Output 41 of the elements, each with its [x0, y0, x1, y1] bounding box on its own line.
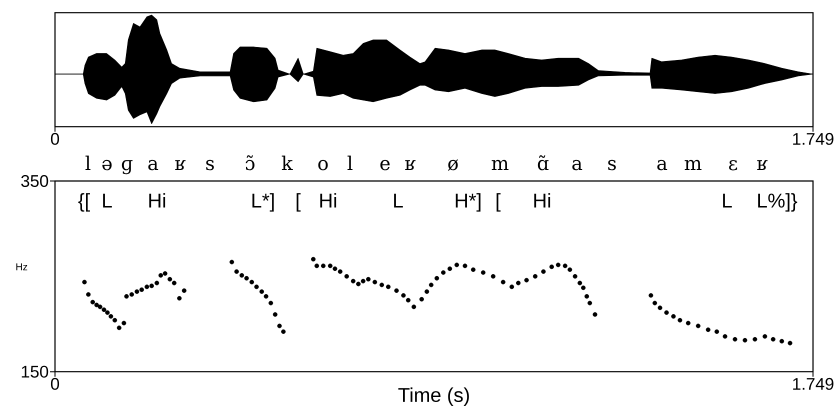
- annotation: Hi: [320, 193, 336, 208]
- text: o: [318, 160, 328, 170]
- text: ɛ: [729, 160, 738, 170]
- text: k: [282, 156, 293, 170]
- text: s: [608, 160, 616, 170]
- annotation: H*]: [456, 193, 480, 212]
- text: s: [206, 160, 214, 170]
- y-tick-label: 150: [22, 366, 48, 378]
- text: ʁ: [405, 160, 416, 170]
- x-tick-label: 1.749: [793, 378, 834, 390]
- annotation: [: [496, 193, 501, 212]
- x-tick-label: 1.749: [793, 132, 834, 145]
- text: ʁ: [757, 160, 768, 170]
- text: ɑ̃: [538, 155, 549, 170]
- text: ø: [448, 159, 458, 171]
- text: a: [572, 160, 582, 170]
- text: a: [148, 160, 158, 170]
- annotation: [: [296, 193, 301, 212]
- text: ɡ: [122, 160, 133, 174]
- annotation: Hi: [534, 193, 550, 208]
- y-tick-label: 350: [21, 175, 48, 188]
- text: ʁ: [175, 160, 186, 170]
- text: ɔ̃: [246, 155, 254, 170]
- text: l: [348, 156, 352, 170]
- annotation: L%]}: [758, 193, 798, 212]
- text: l: [85, 156, 90, 170]
- text: m: [492, 160, 508, 170]
- text: a: [657, 160, 668, 170]
- text: m: [684, 160, 702, 170]
- x-tick-label: 0: [50, 132, 60, 145]
- x-tick-label: 0: [50, 378, 60, 390]
- x-axis-title: Time (s): [398, 387, 469, 406]
- annotation: L*]: [252, 193, 274, 212]
- annotation: Hi: [149, 193, 166, 208]
- annotation: L: [103, 194, 112, 208]
- annotation: L: [394, 194, 403, 208]
- text: ə: [102, 160, 112, 170]
- text: e: [380, 160, 390, 170]
- y-axis-title: Hz: [16, 263, 28, 270]
- annotation: L: [723, 194, 732, 208]
- annotation: {[: [78, 193, 90, 212]
